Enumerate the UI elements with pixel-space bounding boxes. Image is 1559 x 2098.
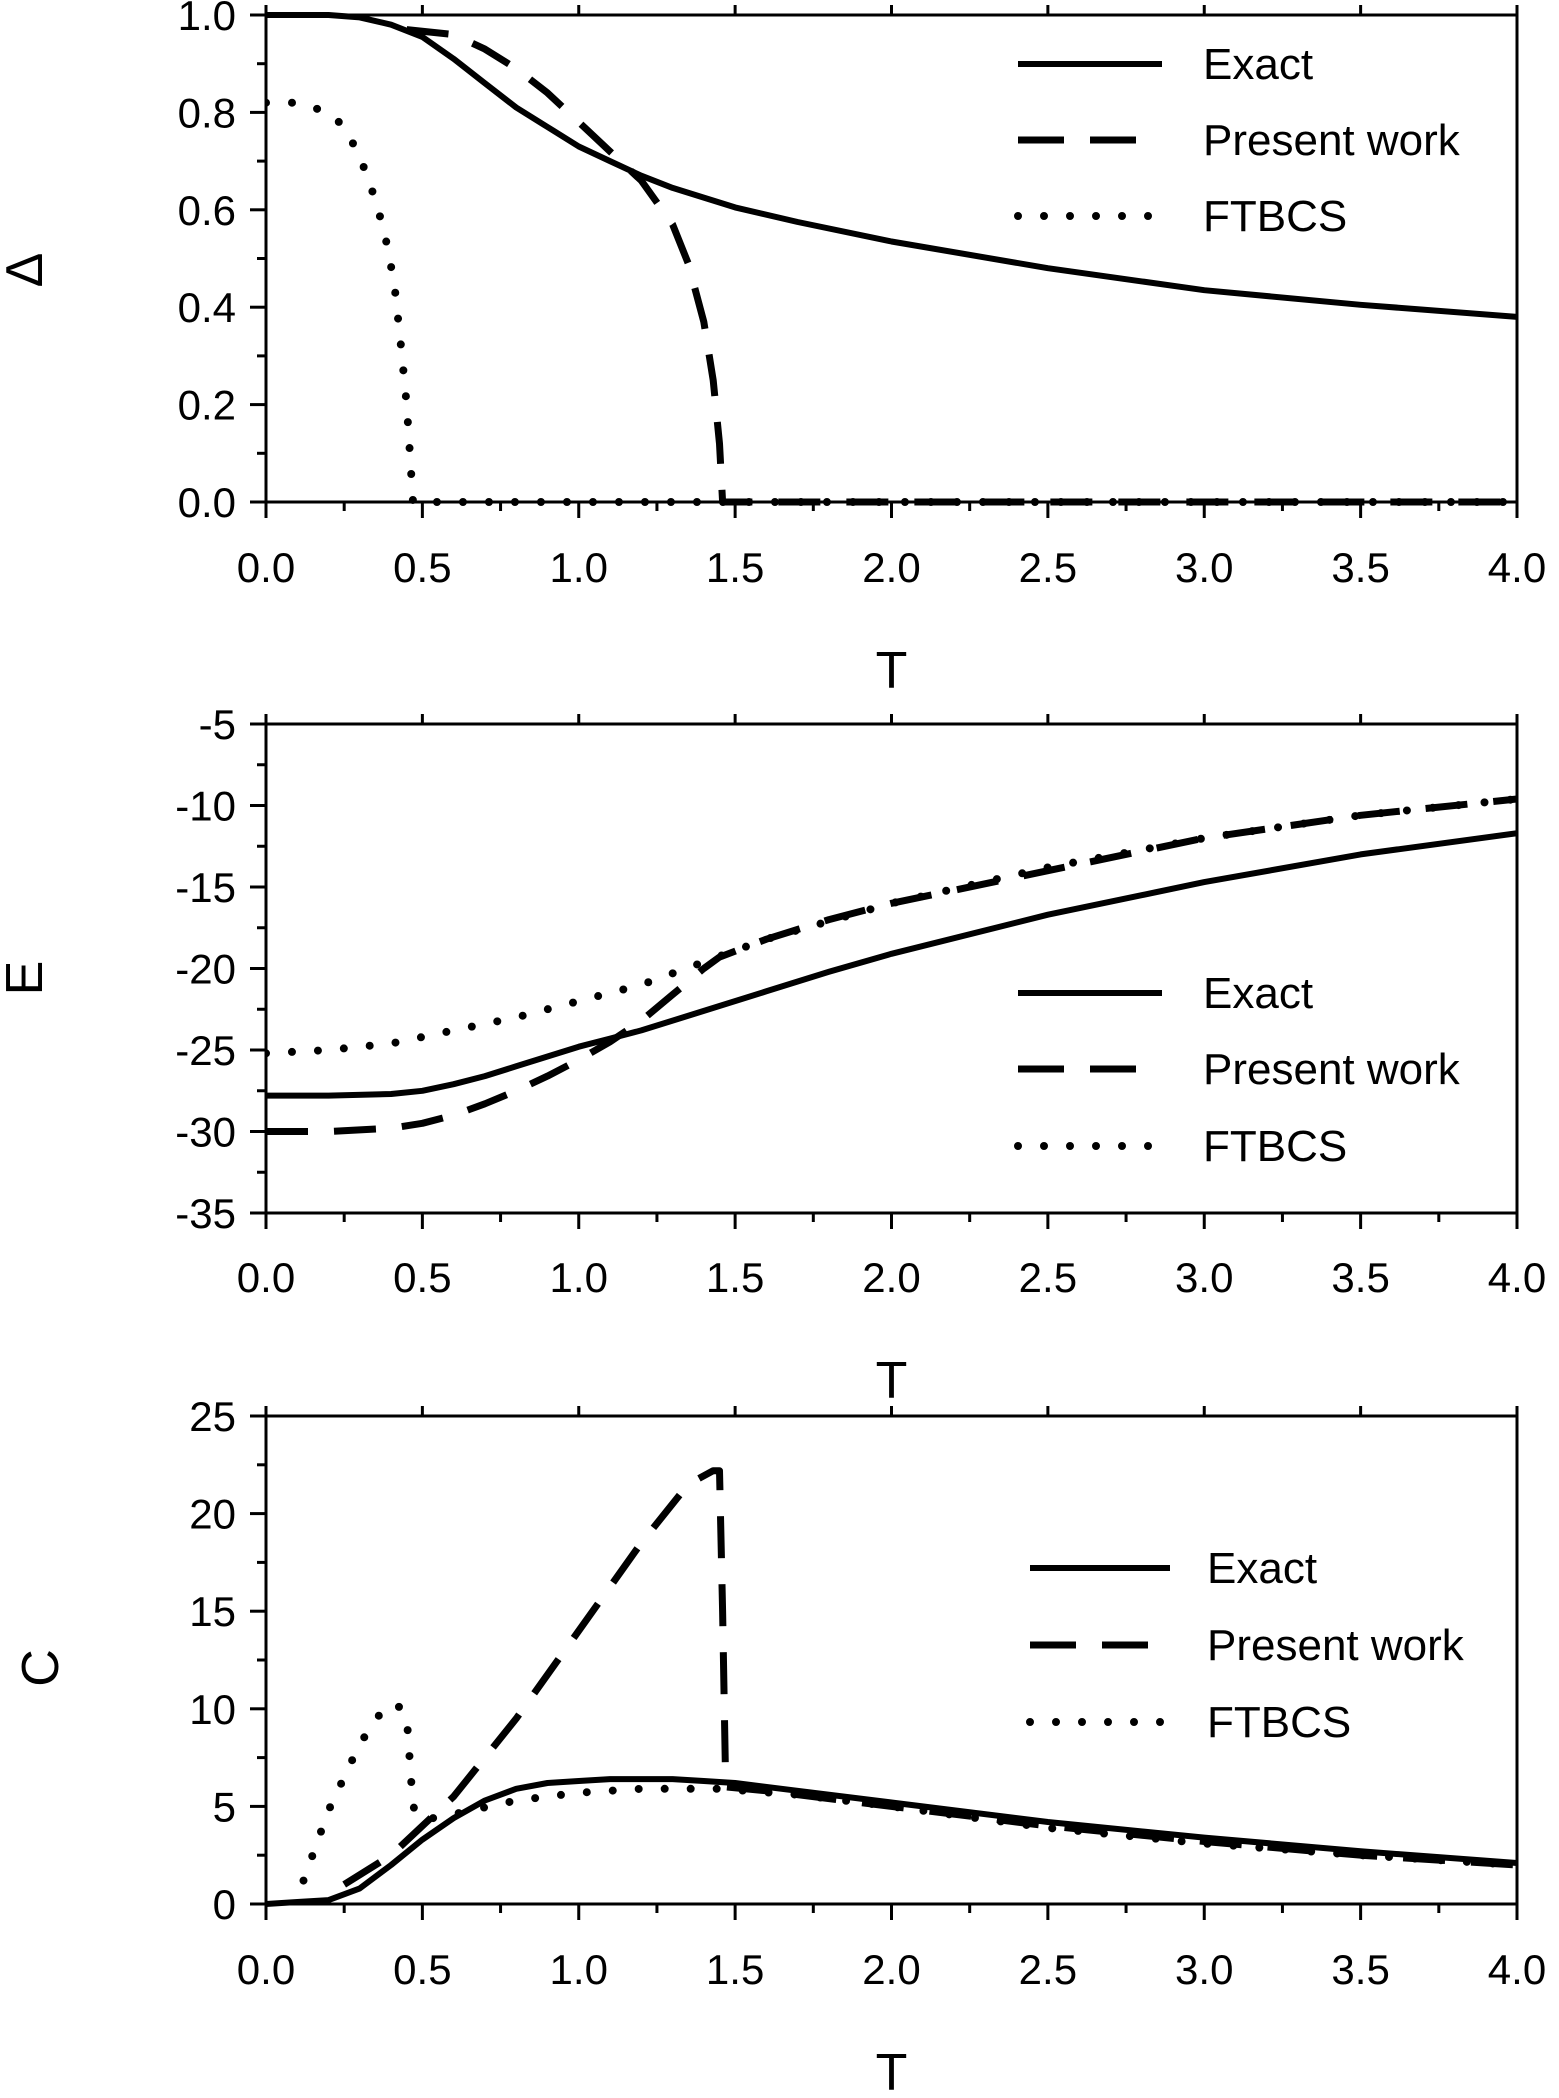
x-axis-title: T: [876, 642, 908, 700]
x-tick-label: 1.5: [706, 1946, 764, 1993]
series-line-exact: [266, 1776, 1517, 1907]
x-tick-label: 0.5: [393, 544, 451, 591]
x-tick-label: 2.0: [862, 1254, 920, 1301]
y-tick-label: -15: [175, 864, 236, 911]
x-tick-label: 0.0: [237, 1254, 295, 1301]
series-line-exact: [266, 12, 1517, 320]
x-tick-label: 4.0: [1488, 1254, 1546, 1301]
y-tick-label: 15: [189, 1588, 236, 1635]
series-line-present-work: [406, 26, 1517, 506]
x-tick-label: 3.0: [1175, 1946, 1233, 1993]
legend-label: Present work: [1207, 1621, 1465, 1670]
y-tick-label: -35: [175, 1190, 236, 1237]
y-tick-label: -20: [175, 946, 236, 993]
x-tick-label: 1.0: [550, 544, 608, 591]
legend: Exact Present work FTBCS: [1026, 1544, 1465, 1747]
x-tick-label: 3.5: [1331, 1946, 1389, 1993]
x-tick-label: 3.0: [1175, 1254, 1233, 1301]
x-tick-label: 0.0: [237, 544, 295, 591]
legend-label: Present work: [1203, 1045, 1461, 1094]
legend: Exact Present work FTBCS: [1014, 40, 1461, 241]
series-line-ftbcs: [266, 98, 1517, 506]
chart-panel-1: 0.0 0.5 1.0 1.5 2.0 2.5 3.0 3.5 4.0 0.0 0.2 0.4 0.6 0…: [0, 0, 1546, 700]
x-tick-label: 3.5: [1331, 1254, 1389, 1301]
y-axis-title: C: [12, 1649, 70, 1687]
legend: Exact Present work FTBCS: [1014, 969, 1461, 1171]
x-tick-label: 4.0: [1488, 1946, 1546, 1993]
x-axis-title: T: [876, 2044, 908, 2098]
y-tick-label: 0.6: [178, 187, 236, 234]
y-axis-title: E: [0, 961, 54, 996]
x-tick-label: 1.5: [706, 1254, 764, 1301]
legend-label: Exact: [1207, 1544, 1317, 1593]
x-tick-label: 3.0: [1175, 544, 1233, 591]
y-tick-label: 0.0: [178, 479, 236, 526]
y-tick-label: 10: [189, 1686, 236, 1733]
legend-label: Exact: [1203, 969, 1313, 1018]
legend-label: FTBCS: [1203, 1122, 1347, 1171]
y-tick-label: -10: [175, 783, 236, 830]
legend-label: FTBCS: [1207, 1698, 1351, 1747]
plot-frame: [264, 13, 1519, 504]
series-line-present-work: [342, 1467, 1517, 1888]
x-tick-label: 3.5: [1331, 544, 1389, 591]
x-axis-title: T: [876, 1352, 908, 1410]
y-tick-label: 1.0: [178, 0, 236, 39]
y-tick-label: 0.2: [178, 382, 236, 429]
x-tick-label: 0.5: [393, 1254, 451, 1301]
x-tick-label: 2.5: [1019, 1946, 1077, 1993]
chart-panel-2: 0.0 0.5 1.0 1.5 2.0 2.5 3.0 3.5 4.0 -35 -30 -25 -20 -…: [0, 701, 1546, 1410]
x-tick-label: 1.0: [550, 1254, 608, 1301]
x-tick-label: 1.5: [706, 544, 764, 591]
x-tick-label: 4.0: [1488, 544, 1546, 591]
y-tick-label: -5: [199, 701, 236, 748]
x-tick-label: 2.5: [1019, 1254, 1077, 1301]
x-tick-label: 2.5: [1019, 544, 1077, 591]
y-tick-label: 5: [213, 1783, 236, 1830]
y-axis-title: Δ: [0, 253, 54, 288]
y-tick-label: 20: [189, 1491, 236, 1538]
x-tick-label: 1.0: [550, 1946, 608, 1993]
legend-label: FTBCS: [1203, 192, 1347, 241]
x-tick-label: 2.0: [862, 544, 920, 591]
y-tick-label: 0.4: [178, 284, 236, 331]
y-tick-label: -30: [175, 1109, 236, 1156]
y-tick-label: -25: [175, 1027, 236, 1074]
legend-label: Present work: [1203, 116, 1461, 165]
series-line-ftbcs: [266, 795, 1517, 1058]
y-tick-label: 0.8: [178, 89, 236, 136]
x-tick-label: 0.5: [393, 1946, 451, 1993]
x-tick-label: 2.0: [862, 1946, 920, 1993]
x-tick-label: 0.0: [237, 1946, 295, 1993]
chart-panel-3: 0.0 0.5 1.0 1.5 2.0 2.5 3.0 3.5 4.0 0 5 10 15 20 25 T C E…: [12, 1393, 1546, 2098]
legend-label: Exact: [1203, 40, 1313, 89]
y-tick-label: 0: [213, 1881, 236, 1928]
y-tick-label: 25: [189, 1393, 236, 1440]
